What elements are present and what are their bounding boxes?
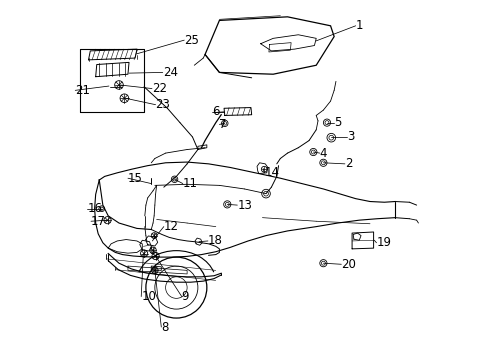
Text: 3: 3 <box>346 130 353 144</box>
Text: 24: 24 <box>163 66 177 79</box>
Text: 16: 16 <box>87 202 102 215</box>
Text: 4: 4 <box>319 147 326 159</box>
Text: 6: 6 <box>212 105 219 118</box>
Text: 15: 15 <box>128 172 142 185</box>
Text: 14: 14 <box>264 166 279 179</box>
Polygon shape <box>204 17 333 74</box>
Text: 9: 9 <box>182 290 189 303</box>
Text: 2: 2 <box>344 157 352 170</box>
Text: 18: 18 <box>207 234 223 247</box>
Text: 22: 22 <box>152 82 166 95</box>
Text: 8: 8 <box>161 320 168 333</box>
Text: 21: 21 <box>75 84 90 97</box>
Text: 25: 25 <box>184 33 199 47</box>
Text: 5: 5 <box>333 116 341 129</box>
Text: 12: 12 <box>163 220 179 233</box>
Text: 13: 13 <box>237 199 252 212</box>
Text: 11: 11 <box>183 177 198 190</box>
Text: 20: 20 <box>341 258 355 271</box>
Text: 17: 17 <box>91 215 106 228</box>
Text: 10: 10 <box>141 290 156 303</box>
Text: 7: 7 <box>219 118 226 131</box>
Text: 1: 1 <box>355 19 363 32</box>
Text: 19: 19 <box>376 236 391 249</box>
Text: 23: 23 <box>155 98 170 111</box>
